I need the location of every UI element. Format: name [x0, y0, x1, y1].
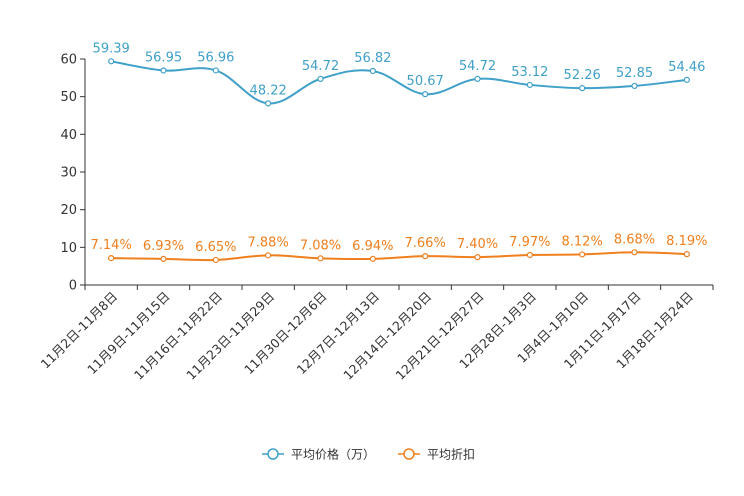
y-tick-label: 40 — [60, 128, 77, 143]
x-tick-label: 12月14日-12月20日 — [340, 289, 434, 383]
data-point — [631, 82, 638, 90]
data-point — [526, 251, 533, 259]
data-point — [369, 67, 376, 75]
data-label: 56.95 — [145, 50, 182, 65]
data-label: 53.12 — [511, 65, 548, 80]
data-point — [474, 75, 481, 82]
series-1: 59.39 56.95 56.96 48.22 54.72 56.82 50.67 54.72… — [93, 41, 705, 107]
y-tick-label: 30 — [60, 166, 77, 181]
legend-item-2[interactable]: 平均折扣 — [398, 447, 475, 462]
data-point — [317, 75, 324, 82]
legend-marker-icon — [403, 448, 415, 460]
y-tick-label: 0 — [69, 279, 77, 294]
data-point — [579, 251, 586, 258]
data-point — [212, 256, 219, 264]
legend-marker-icon — [267, 448, 279, 460]
y-tick-label: 50 — [60, 90, 77, 105]
data-point — [108, 255, 115, 262]
data-label: 52.85 — [616, 66, 653, 81]
data-point — [265, 100, 272, 107]
legend-label: 平均折扣 — [427, 447, 475, 462]
data-label: 6.94% — [352, 239, 393, 254]
y-tick-label: 10 — [60, 241, 77, 256]
legend-label: 平均价格（万） — [291, 447, 375, 462]
data-point — [631, 249, 638, 256]
data-label: 50.67 — [407, 74, 444, 89]
data-point — [579, 85, 586, 92]
x-tick-label: 12月21日-12月27日 — [393, 289, 487, 383]
legend-item-1[interactable]: 平均价格（万） — [262, 447, 375, 462]
data-label: 7.66% — [405, 236, 446, 251]
data-label: 54.72 — [302, 59, 339, 74]
data-point — [526, 81, 533, 89]
data-point — [422, 91, 429, 98]
data-label: 8.12% — [562, 234, 603, 249]
data-point — [422, 253, 429, 260]
data-label: 7.88% — [248, 235, 289, 250]
data-point — [683, 76, 690, 83]
data-label: 6.93% — [143, 239, 184, 254]
data-point — [160, 67, 167, 74]
data-point — [160, 255, 167, 262]
data-label: 7.08% — [300, 238, 341, 253]
data-point — [265, 252, 272, 259]
x-tick-label: 11月23日-11月29日 — [183, 289, 277, 383]
data-label: 7.97% — [509, 235, 550, 250]
data-point — [317, 255, 324, 262]
series-layer: 59.39 56.95 56.96 48.22 54.72 56.82 50.67 54.72… — [91, 41, 707, 264]
data-label: 54.46 — [668, 60, 705, 75]
data-point — [683, 251, 690, 258]
series-line — [110, 60, 687, 105]
data-label: 6.65% — [195, 240, 236, 255]
chart-axes: 010203040506011月2日-11月8日11月9日-11月15日11月1… — [37, 53, 714, 383]
series-line — [111, 251, 687, 262]
data-label: 56.96 — [197, 50, 234, 65]
data-point — [108, 58, 115, 65]
data-label: 7.14% — [91, 238, 132, 253]
data-point — [212, 67, 219, 74]
data-label: 54.72 — [459, 59, 496, 74]
data-label: 8.68% — [614, 232, 655, 247]
chart-legend[interactable]: 平均价格（万） 平均折扣 — [262, 447, 475, 462]
y-tick-label: 20 — [60, 203, 77, 218]
data-label: 59.39 — [93, 41, 130, 56]
y-tick-label: 60 — [60, 53, 77, 68]
data-label: 48.22 — [250, 83, 287, 98]
data-label: 7.40% — [457, 237, 498, 252]
data-label: 8.19% — [666, 234, 707, 249]
data-point — [369, 255, 376, 262]
series-2: 7.14% 6.93% 6.65% 7.88% 7.08% 6.94% 7.66% 7.40%… — [91, 232, 707, 264]
x-tick-label: 11月16日-11月22日 — [131, 289, 225, 383]
data-point — [474, 254, 481, 261]
data-label: 52.26 — [564, 68, 601, 83]
data-label: 56.82 — [354, 51, 391, 66]
